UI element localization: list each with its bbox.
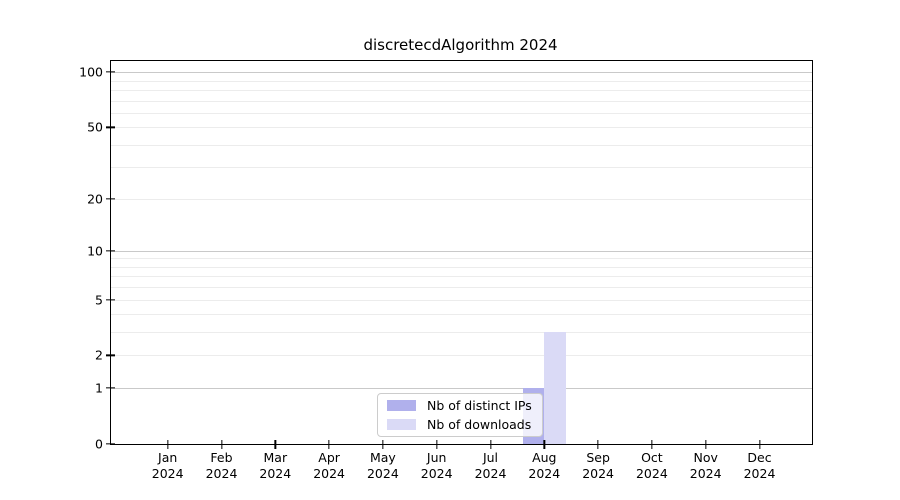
x-tick-mark xyxy=(167,440,169,449)
y-tick-mark xyxy=(106,298,115,301)
y-tick-mark xyxy=(106,250,115,252)
minor-gridline xyxy=(111,276,812,278)
y-tick-mark xyxy=(106,126,115,128)
x-tick-label: Mar 2024 xyxy=(259,450,292,481)
x-tick-mark xyxy=(436,440,438,449)
minor-gridline xyxy=(111,258,812,260)
minor-gridline xyxy=(111,167,812,169)
x-tick-label: May 2024 xyxy=(366,450,399,481)
legend-swatch-distinct-ips xyxy=(387,400,416,411)
minor-gridline xyxy=(111,287,812,289)
x-tick-mark xyxy=(651,440,653,449)
legend-label-downloads: Nb of downloads xyxy=(427,417,532,432)
minor-gridline xyxy=(111,89,812,91)
y-tick-mark xyxy=(106,71,115,73)
plot-area: 0 1 2 5 10 20 50 100 Jan 2024 Feb 2024 Mar 2024 Apr… xyxy=(79,60,813,481)
minor-gridline xyxy=(111,112,812,114)
chart-title: discretecdAlgorithm 2024 xyxy=(363,36,558,54)
x-tick-label: Jul 2024 xyxy=(474,450,507,481)
y-tick-label: 2 xyxy=(95,347,103,363)
minor-gridline xyxy=(111,198,812,200)
y-tick-mark xyxy=(106,387,115,389)
legend-label-distinct-ips: Nb of distinct IPs xyxy=(427,398,532,413)
x-tick-mark xyxy=(220,440,223,449)
major-gridline xyxy=(111,388,812,390)
x-tick-label: Sep 2024 xyxy=(582,450,614,481)
y-tick-label: 5 xyxy=(95,292,103,308)
major-gridline xyxy=(111,72,812,74)
x-tick-label: Feb 2024 xyxy=(205,450,238,481)
x-tick-mark xyxy=(328,440,330,449)
x-tick-mark xyxy=(597,440,599,449)
x-tick-mark xyxy=(274,440,276,449)
x-tick-mark xyxy=(705,440,707,449)
y-tick-label: 50 xyxy=(87,119,103,135)
minor-gridline xyxy=(111,127,812,129)
legend-item-downloads: Nb of downloads xyxy=(387,417,533,432)
minor-gridline xyxy=(111,100,812,102)
bar-nb-of-downloads xyxy=(544,332,566,444)
y-tick-label: 0 xyxy=(95,436,103,452)
x-tick-label: Aug 2024 xyxy=(528,450,561,481)
y-tick-mark xyxy=(106,443,115,445)
minor-gridline xyxy=(111,355,812,357)
y-tick-label: 1 xyxy=(95,380,103,396)
minor-gridline xyxy=(111,80,812,82)
major-gridline xyxy=(111,250,812,252)
x-tick-label: Dec 2024 xyxy=(743,450,776,481)
legend-swatch-downloads xyxy=(387,419,416,430)
minor-gridline xyxy=(111,332,812,334)
legend-item-distinct-ips: Nb of distinct IPs xyxy=(387,398,533,413)
minor-gridline xyxy=(111,144,812,146)
minor-gridline xyxy=(111,299,812,301)
x-tick-label: Jun 2024 xyxy=(420,450,453,481)
legend: Nb of distinct IPs Nb of downloads xyxy=(377,393,543,437)
minor-gridline xyxy=(111,266,812,268)
y-tick-label: 20 xyxy=(87,191,103,207)
x-tick-label: Jan 2024 xyxy=(151,450,184,481)
minor-gridline xyxy=(111,314,812,316)
y-tick-label: 10 xyxy=(87,243,103,259)
x-tick-mark xyxy=(382,440,384,449)
x-tick-label: Nov 2024 xyxy=(689,450,722,481)
x-tick-label: Apr 2024 xyxy=(313,450,345,481)
x-tick-label: Oct 2024 xyxy=(635,450,668,481)
x-tick-mark xyxy=(758,440,761,449)
y-tick-label: 100 xyxy=(79,64,103,80)
x-tick-mark xyxy=(489,440,492,449)
y-tick-mark xyxy=(106,198,115,200)
y-tick-mark xyxy=(106,354,115,357)
x-tick-mark xyxy=(543,440,545,449)
